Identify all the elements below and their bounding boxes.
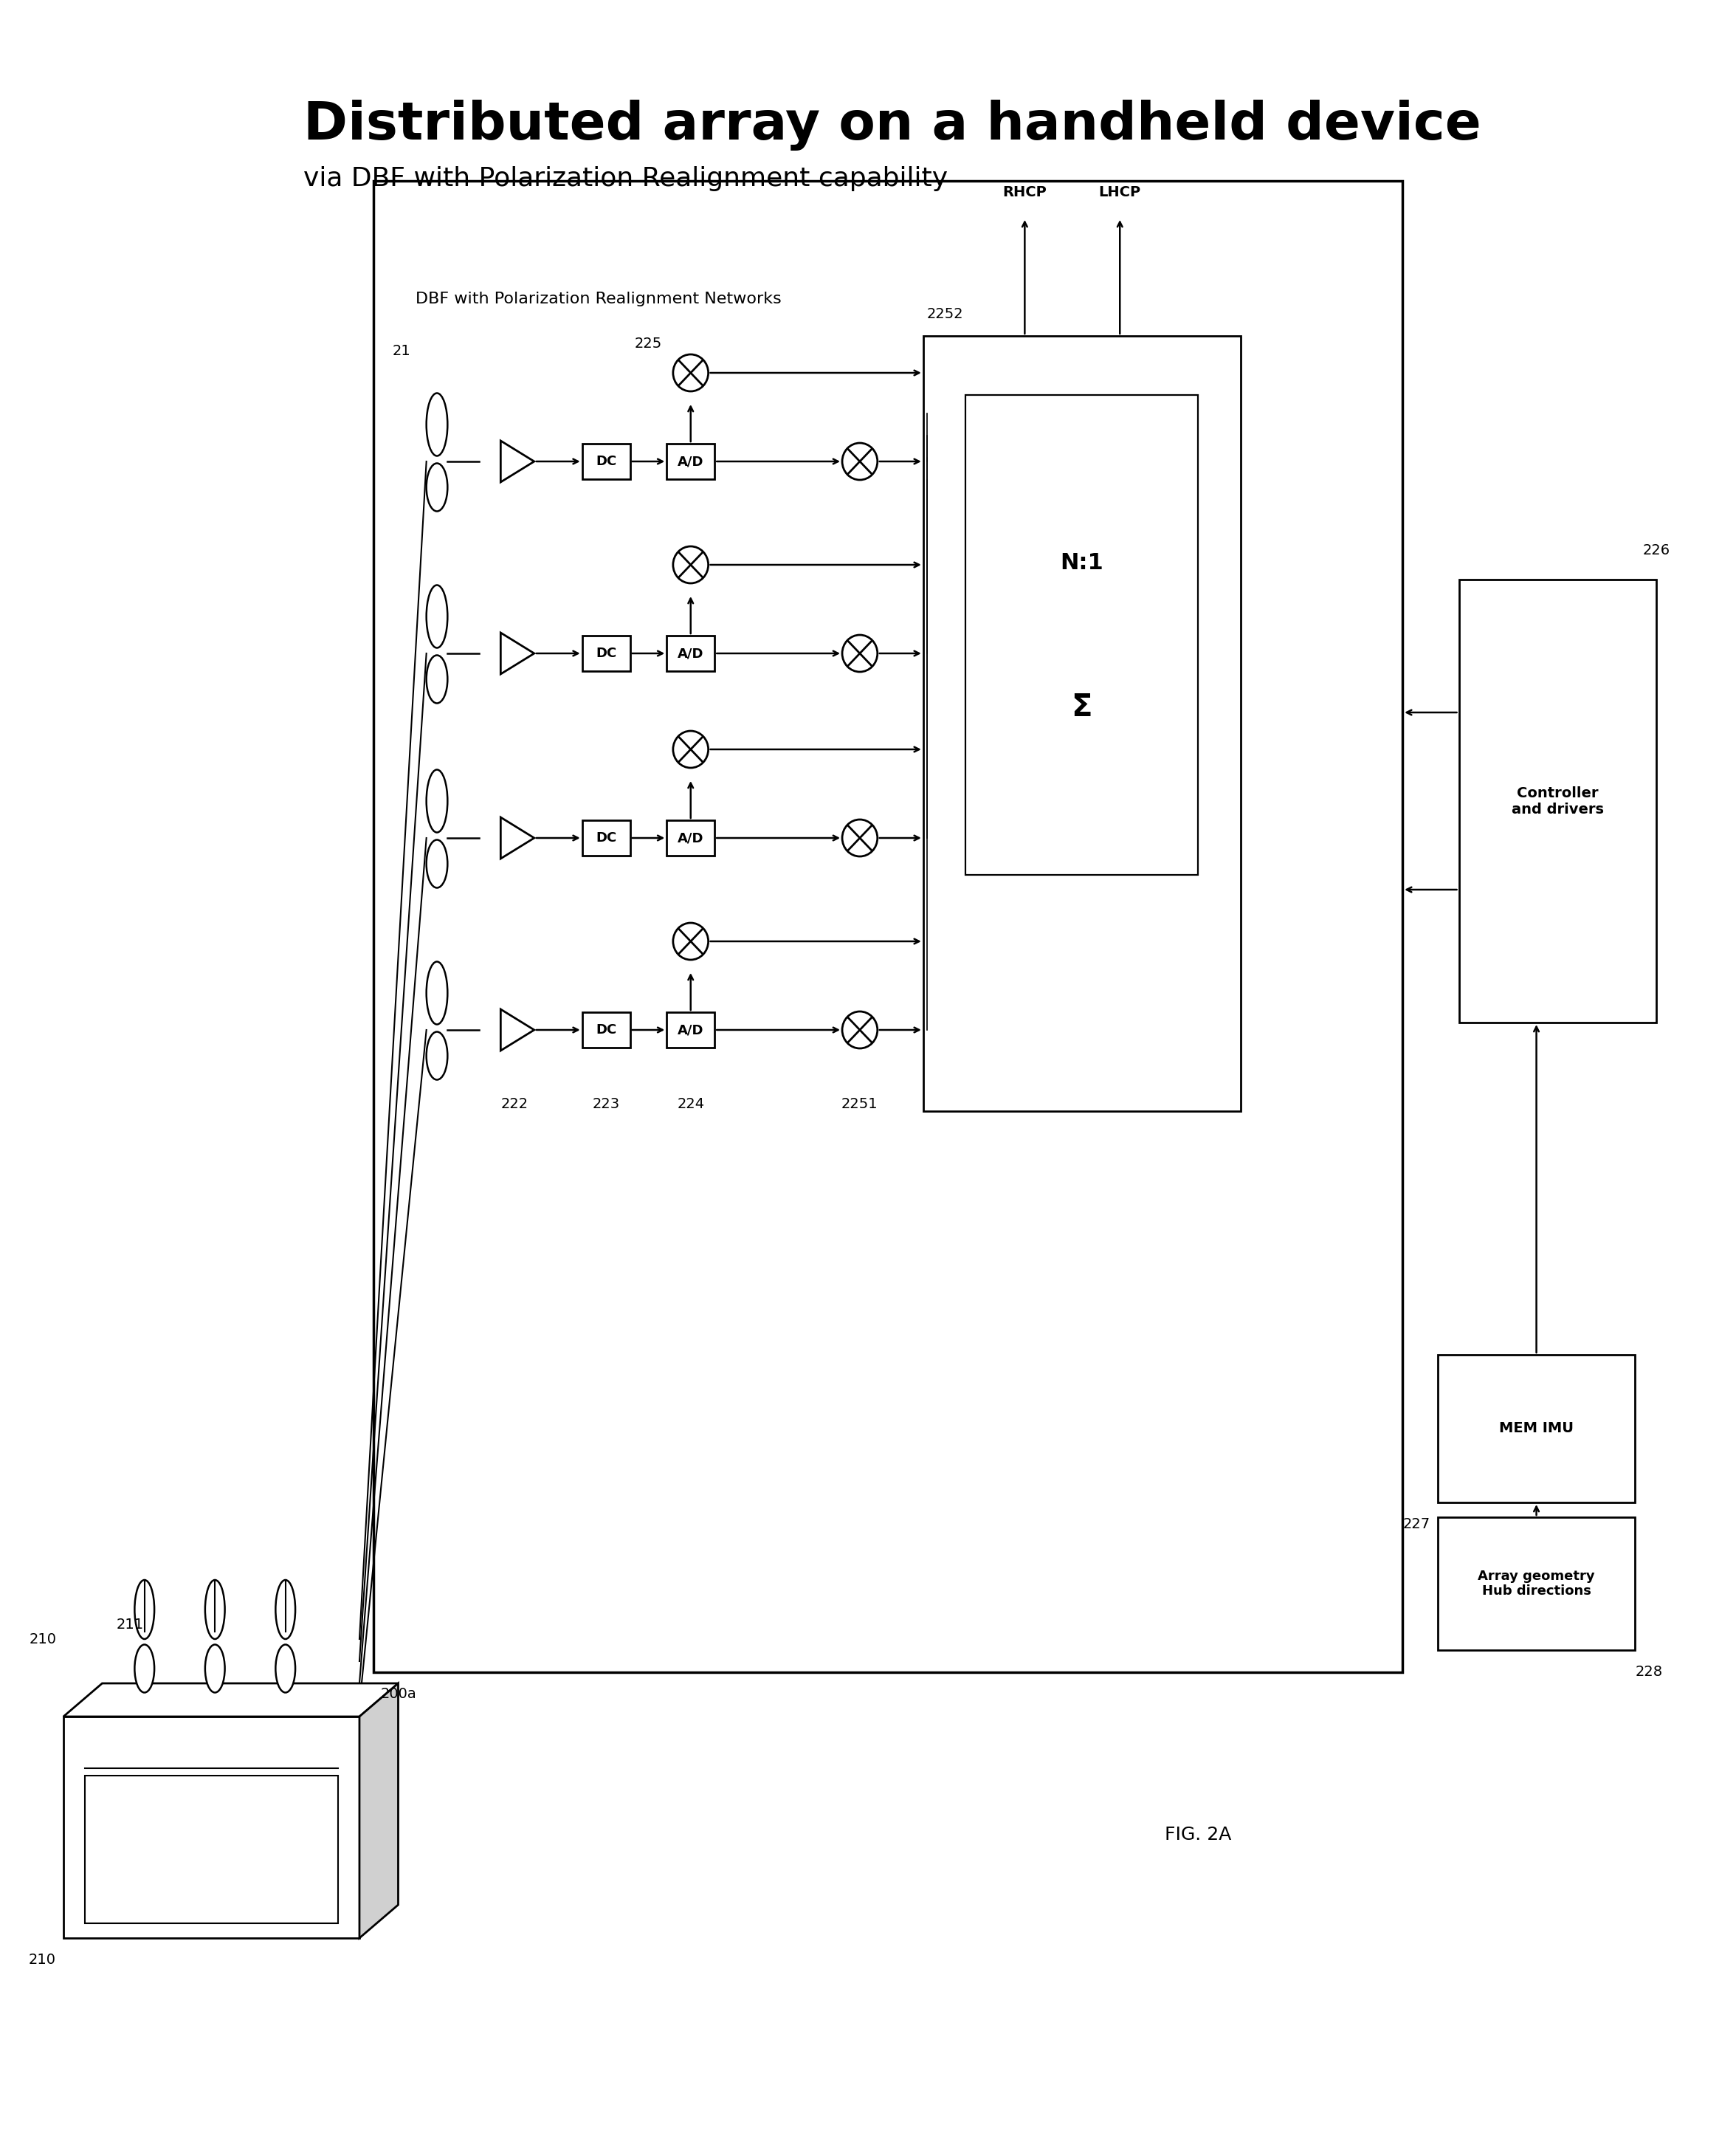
Ellipse shape [205,1580,226,1638]
Text: Σ: Σ [1071,692,1092,722]
Text: A/D: A/D [677,648,703,660]
Text: A/D: A/D [677,831,703,846]
Bar [924,337,1241,1112]
Ellipse shape [276,1644,295,1693]
Text: FIG. 2A: FIG. 2A [1165,1825,1231,1845]
Text: DC: DC [595,1022,616,1037]
Circle shape [842,1012,877,1048]
Ellipse shape [427,656,448,703]
Text: 2251: 2251 [842,1097,878,1110]
Text: via DBF with Polarization Realignment capability: via DBF with Polarization Realignment ca… [304,166,948,192]
Text: A/D: A/D [677,456,703,469]
Text: 228: 228 [1635,1666,1663,1678]
Ellipse shape [135,1580,155,1638]
Text: 224: 224 [677,1097,705,1110]
Circle shape [842,820,877,856]
Circle shape [674,354,708,392]
Ellipse shape [427,1031,448,1080]
Text: DC: DC [595,456,616,469]
Text: 227: 227 [1403,1517,1430,1531]
Text: Controller
and drivers: Controller and drivers [1512,786,1604,816]
Ellipse shape [427,839,448,888]
Circle shape [674,545,708,584]
Circle shape [674,731,708,767]
Text: LHCP: LHCP [1099,185,1141,198]
Bar [373,181,1403,1672]
Bar [1437,1517,1635,1651]
Circle shape [674,922,708,961]
Bar [667,1012,715,1048]
Text: DBF with Polarization Realignment Networks: DBF with Polarization Realignment Networ… [417,292,781,307]
Bar [1458,579,1656,1022]
Text: 21: 21 [392,343,411,358]
Polygon shape [359,1683,398,1938]
Bar [667,820,715,856]
Ellipse shape [276,1580,295,1638]
Bar [965,394,1198,875]
Text: A/D: A/D [677,1022,703,1037]
Bar [582,1012,630,1048]
Circle shape [842,443,877,479]
Bar [85,1776,339,1923]
Ellipse shape [427,464,448,511]
Bar [667,635,715,671]
Text: 223: 223 [592,1097,620,1110]
Bar [1437,1355,1635,1502]
Bar [582,443,630,479]
Text: N:1: N:1 [1061,552,1104,573]
Text: Distributed array on a handheld device: Distributed array on a handheld device [304,100,1481,151]
Polygon shape [500,1010,535,1050]
Polygon shape [64,1683,398,1717]
Ellipse shape [135,1644,155,1693]
Text: DC: DC [595,648,616,660]
Text: 222: 222 [500,1097,528,1110]
Ellipse shape [427,961,448,1025]
Polygon shape [500,633,535,673]
Text: 210: 210 [30,1632,56,1646]
Text: 226: 226 [1642,543,1670,558]
Text: 211: 211 [116,1617,144,1632]
Bar [667,443,715,479]
Text: MEM IMU: MEM IMU [1500,1421,1573,1436]
Polygon shape [500,818,535,858]
Text: DC: DC [595,831,616,846]
Ellipse shape [427,586,448,648]
Text: 2252: 2252 [927,307,963,322]
Text: 200a: 200a [380,1687,417,1702]
Ellipse shape [427,769,448,833]
Ellipse shape [205,1644,226,1693]
Bar [64,1717,359,1938]
Circle shape [842,635,877,671]
Text: 210: 210 [28,1953,56,1968]
Polygon shape [500,441,535,481]
Text: 225: 225 [635,337,661,349]
Ellipse shape [427,394,448,456]
Bar [582,820,630,856]
Bar [582,635,630,671]
Text: RHCP: RHCP [1003,185,1047,198]
Text: Array geometry
Hub directions: Array geometry Hub directions [1477,1570,1595,1598]
